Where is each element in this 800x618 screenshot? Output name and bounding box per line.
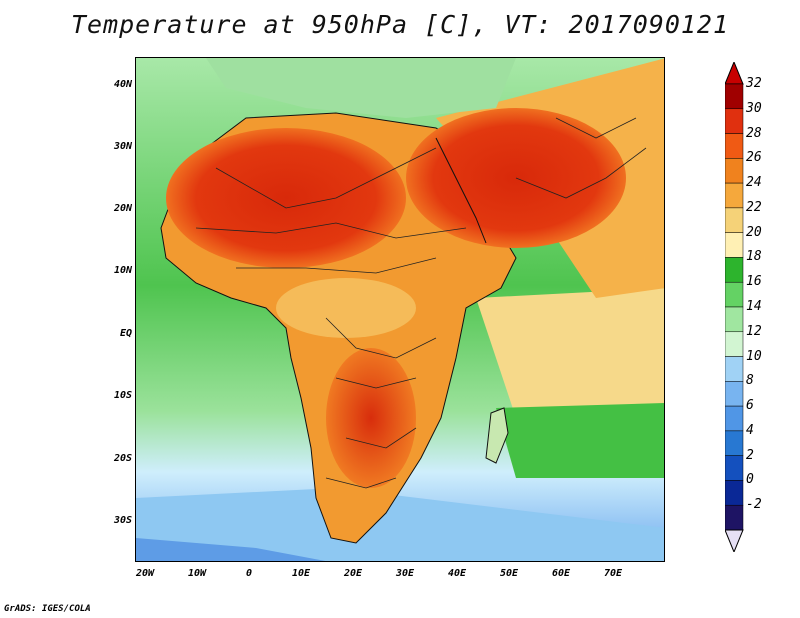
colorbar-swatch xyxy=(724,158,744,184)
lon-tick-10e: 10E xyxy=(291,568,311,579)
colorbar-swatch xyxy=(724,405,744,432)
southern-ocean-cold-region xyxy=(136,538,326,561)
colorbar-svg xyxy=(724,60,744,554)
lon-tick-10w: 10W xyxy=(187,568,207,579)
lon-tick-20e: 20E xyxy=(343,568,363,579)
colorbar-label: 4 xyxy=(746,422,754,438)
colorbar-swatch xyxy=(724,108,744,134)
lat-tick-40n: 40N xyxy=(113,79,132,90)
colorbar-label: 0 xyxy=(746,472,754,488)
colorbar-label: 20 xyxy=(746,224,762,240)
lat-tick-eq: EQ xyxy=(119,328,132,339)
lon-tick-0: 0 xyxy=(245,568,253,579)
europe-land xyxy=(206,58,516,118)
colorbar-bottom-arrow xyxy=(724,529,744,554)
colorbar-swatch xyxy=(724,257,744,283)
colorbar-swatch xyxy=(724,182,744,209)
lon-tick-40e: 40E xyxy=(447,568,467,579)
lon-tick-60e: 60E xyxy=(551,568,571,579)
indian-ocean-green-band xyxy=(496,403,664,478)
colorbar-label: 8 xyxy=(746,373,754,389)
colorbar-label: 10 xyxy=(746,348,762,364)
colorbar-swatch xyxy=(724,504,744,531)
temperature-map xyxy=(135,57,665,562)
map-title: Temperature at 950hPa [C], VT: 201709012… xyxy=(70,10,730,39)
colorbar-label: 18 xyxy=(746,249,762,265)
colorbar-label: 12 xyxy=(746,323,762,339)
colorbar-swatch xyxy=(724,83,744,110)
lat-tick-10n: 10N xyxy=(113,265,132,276)
colorbar-label: 28 xyxy=(746,125,762,141)
colorbar xyxy=(724,60,744,556)
southern-ocean-cool-region xyxy=(136,488,664,561)
colorbar-label: -2 xyxy=(746,497,762,513)
red-sea-coast xyxy=(435,137,487,244)
lon-tick-70e: 70E xyxy=(603,568,623,579)
lat-tick-20s: 20S xyxy=(113,453,132,464)
colorbar-top-arrow xyxy=(724,60,744,85)
footer-credit: GrADS: IGES/COLA xyxy=(4,604,91,614)
colorbar-swatch xyxy=(724,281,744,308)
lat-tick-10s: 10S xyxy=(113,390,132,401)
colorbar-swatch xyxy=(724,430,744,456)
colorbar-swatch xyxy=(724,133,744,159)
lon-tick-20w: 20W xyxy=(135,568,155,579)
colorbar-label: 32 xyxy=(746,76,762,91)
colorbar-label: 6 xyxy=(746,398,754,414)
colorbar-label: 30 xyxy=(746,100,762,116)
colorbar-label: 14 xyxy=(746,299,762,314)
indian-ocean-warm-region xyxy=(476,288,664,418)
colorbar-swatch xyxy=(724,306,744,333)
colorbar-swatch xyxy=(724,207,744,233)
colorbar-swatch xyxy=(724,480,744,506)
colorbar-swatch xyxy=(724,356,744,382)
colorbar-label: 22 xyxy=(746,199,762,215)
colorbar-swatch xyxy=(724,455,744,481)
equatorial-cooler-zone xyxy=(276,278,416,338)
country-borders xyxy=(195,117,647,489)
colorbar-swatch xyxy=(724,381,744,407)
lon-tick-30e: 30E xyxy=(395,568,415,579)
colorbar-swatch xyxy=(724,232,744,258)
colorbar-swatch xyxy=(724,331,744,357)
lat-tick-20n: 20N xyxy=(113,203,132,214)
lat-tick-30n: 30N xyxy=(113,141,132,152)
southern-africa-hot-zone xyxy=(326,348,416,488)
colorbar-label: 24 xyxy=(746,175,762,191)
lat-tick-30s: 30S xyxy=(113,515,132,526)
madagascar xyxy=(485,407,509,464)
map-svg xyxy=(136,58,664,561)
colorbar-label: 16 xyxy=(746,274,762,290)
lon-tick-50e: 50E xyxy=(499,568,519,579)
sahara-hot-zone xyxy=(166,128,406,268)
colorbar-label: 2 xyxy=(746,447,754,463)
colorbar-label: 26 xyxy=(746,150,762,166)
